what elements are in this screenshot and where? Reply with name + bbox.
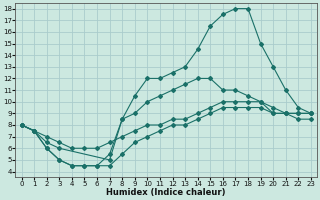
X-axis label: Humidex (Indice chaleur): Humidex (Indice chaleur) [107, 188, 226, 197]
